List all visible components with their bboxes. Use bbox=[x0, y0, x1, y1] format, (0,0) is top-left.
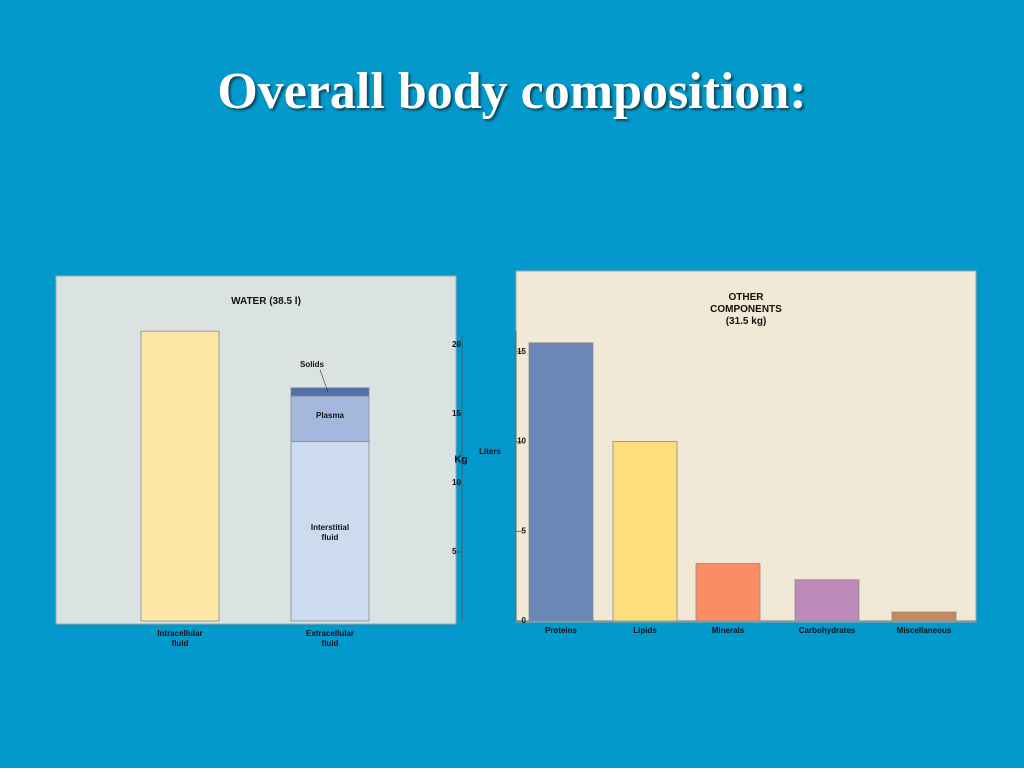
x-tick-label: Minerals bbox=[711, 626, 745, 635]
bar bbox=[528, 342, 594, 622]
y-tick-label: 5 bbox=[452, 547, 457, 556]
bar bbox=[612, 441, 678, 622]
x-tick-label: Intracellular fluid bbox=[157, 629, 203, 648]
y-tick-label: 15 bbox=[517, 347, 526, 356]
bar bbox=[695, 563, 761, 622]
chart-title: OTHER COMPONENTS (31.5 kg) bbox=[710, 292, 782, 327]
x-tick-label: Proteins bbox=[544, 626, 577, 635]
slide-title: Overall body composition: bbox=[217, 63, 806, 120]
x-tick-label-box: Proteins bbox=[544, 626, 577, 635]
x-tick-label-box: Minerals bbox=[711, 626, 745, 635]
chart-panel bbox=[55, 275, 457, 625]
x-tick-label-box: Intracellular fluid bbox=[157, 629, 203, 648]
bar-segment bbox=[140, 330, 220, 622]
chart-title: WATER (38.5 l) bbox=[231, 296, 301, 307]
segment-label: Solids bbox=[300, 360, 325, 369]
y-tick-label: 20 bbox=[452, 340, 461, 349]
bar bbox=[891, 611, 957, 622]
x-tick-label: Extracellular fluid bbox=[305, 629, 355, 648]
x-tick-label-box: Miscellaneous bbox=[896, 626, 952, 635]
bar-segment bbox=[290, 395, 370, 442]
bar-segment bbox=[290, 441, 370, 622]
x-tick-label-box: Carbohydrates bbox=[798, 626, 856, 635]
x-tick-label: Carbohydrates bbox=[798, 626, 856, 635]
x-tick-label: Lipids bbox=[633, 626, 657, 635]
segment-label-box: Plasma bbox=[315, 410, 345, 420]
y-axis-label: Kg bbox=[454, 455, 467, 466]
y-tick-label: 10 bbox=[517, 437, 526, 446]
y-tick-label: 15 bbox=[452, 409, 461, 418]
x-tick-label: Miscellaneous bbox=[896, 626, 952, 635]
segment-label: Interstitial fluid bbox=[310, 523, 350, 542]
y-tick-label: 5 bbox=[522, 526, 527, 535]
x-tick-label-box: Extracellular fluid bbox=[305, 629, 355, 648]
y-tick-label: 10 bbox=[452, 478, 461, 487]
chart-title-box: OTHER COMPONENTS (31.5 kg) bbox=[710, 292, 782, 327]
bar-segment bbox=[290, 387, 370, 397]
segment-label: Plasma bbox=[315, 410, 345, 420]
y-axis-label: Liters bbox=[479, 447, 501, 456]
segment-label-box: Interstitial fluid bbox=[310, 523, 350, 542]
x-tick-label-box: Lipids bbox=[633, 626, 657, 635]
leader-line bbox=[319, 369, 329, 393]
bar bbox=[794, 579, 860, 622]
chart-title-box: WATER (38.5 l) bbox=[231, 296, 301, 307]
